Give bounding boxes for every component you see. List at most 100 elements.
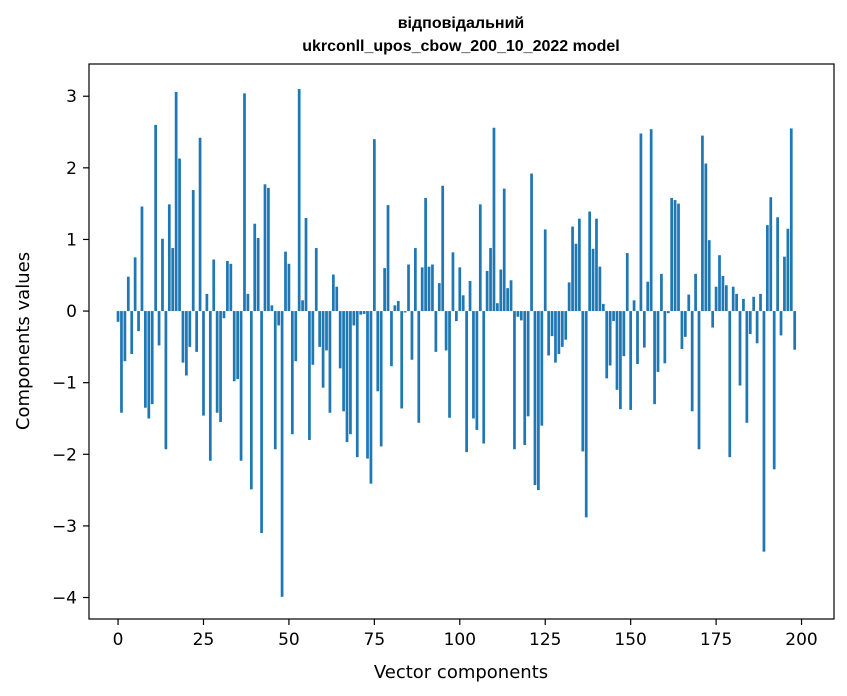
bar-component-34 [232, 311, 236, 382]
bar-component-91 [427, 266, 431, 312]
bar-component-51 [290, 311, 294, 435]
bar-component-42 [260, 311, 263, 534]
bar-component-94 [437, 283, 441, 312]
bar-component-144 [608, 311, 612, 366]
bar-component-44 [267, 187, 270, 312]
bar-component-107 [482, 311, 486, 444]
bar-component-30 [219, 311, 222, 423]
bar-component-192 [772, 311, 776, 470]
bar-component-112 [499, 269, 503, 312]
bar-component-64 [335, 286, 339, 312]
bar-component-164 [677, 203, 680, 312]
bar-component-117 [516, 311, 520, 317]
bar-component-92 [431, 264, 434, 312]
bar-component-127 [550, 311, 554, 337]
bar-component-93 [434, 311, 438, 352]
bar-component-105 [475, 311, 479, 430]
bar-component-149 [625, 253, 629, 312]
bar-component-160 [663, 311, 667, 364]
bar-component-72 [362, 311, 366, 314]
bar-component-66 [342, 311, 345, 412]
bar-component-108 [485, 270, 489, 312]
x-tick-label: 150 [614, 630, 646, 650]
bar-component-154 [642, 311, 646, 348]
bar-component-142 [601, 303, 605, 312]
bar-component-60 [321, 311, 325, 388]
bar-component-61 [325, 311, 328, 351]
bar-component-12 [157, 311, 161, 346]
bar-component-23 [195, 311, 199, 352]
bar-component-49 [284, 251, 287, 312]
bar-component-78 [383, 268, 386, 312]
bar-component-162 [670, 197, 674, 312]
bar-component-71 [359, 311, 363, 315]
bar-component-11 [154, 124, 157, 312]
y-tick-label: 2 [66, 159, 77, 179]
bar-component-172 [704, 163, 708, 312]
bar-component-68 [349, 311, 352, 435]
bar-component-116 [513, 311, 516, 450]
y-axis-ticks: −4 −3 −2 −1 0 1 2 3 [52, 87, 89, 609]
bar-component-26 [205, 293, 209, 312]
bar-component-35 [236, 311, 240, 380]
bar-component-58 [314, 248, 318, 312]
bar-component-111 [496, 303, 499, 312]
bar-component-81 [393, 305, 397, 312]
bar-component-57 [311, 311, 315, 365]
bar-component-141 [598, 266, 602, 312]
bar-component-86 [410, 311, 414, 360]
x-tick-label: 175 [700, 630, 732, 650]
y-tick-label: −4 [52, 589, 77, 609]
bar-component-28 [212, 259, 216, 312]
bar-component-166 [683, 311, 687, 337]
y-tick-label: −1 [52, 374, 77, 394]
bar-component-6 [137, 311, 140, 332]
bar-component-95 [441, 185, 445, 312]
bar-component-176 [718, 255, 721, 312]
y-tick-label: 1 [66, 230, 77, 250]
bar-component-158 [656, 311, 660, 372]
bar-component-171 [701, 135, 704, 312]
bar-component-45 [270, 305, 274, 312]
bar-component-99 [455, 311, 458, 322]
bar-component-168 [690, 311, 694, 412]
x-axis-ticks: 0 25 50 75 100 125 150 175 200 [113, 619, 818, 650]
bar-component-114 [506, 288, 509, 312]
x-tick-label: 0 [113, 630, 124, 650]
bar-component-1 [120, 311, 123, 413]
bar-component-137 [584, 311, 588, 518]
bar-component-132 [567, 282, 571, 312]
bar-component-187 [755, 311, 759, 344]
bar-component-22 [191, 190, 195, 312]
bar-component-185 [748, 311, 752, 334]
bar-component-62 [328, 311, 332, 413]
bar-component-146 [615, 311, 619, 390]
bar-component-145 [612, 311, 615, 322]
bar-component-18 [178, 158, 181, 312]
bar-component-138 [588, 211, 592, 312]
bar-component-156 [649, 129, 653, 312]
bar-component-198 [793, 311, 797, 350]
bar-component-55 [304, 217, 308, 312]
bar-component-33 [229, 263, 233, 312]
bar-component-40 [253, 223, 257, 312]
bar-component-104 [472, 311, 475, 419]
y-tick-label: 0 [66, 302, 77, 322]
bar-component-189 [762, 311, 766, 552]
bar-component-123 [537, 311, 540, 491]
bar-component-14 [164, 311, 168, 450]
bar-component-115 [509, 280, 513, 312]
bar-component-151 [632, 300, 636, 312]
bar-component-121 [530, 173, 533, 312]
bar-component-147 [619, 311, 622, 410]
bar-component-87 [414, 248, 417, 312]
bar-component-101 [461, 295, 465, 312]
bar-component-3 [126, 276, 130, 312]
bar-component-88 [417, 311, 421, 423]
bar-component-124 [540, 311, 544, 426]
bar-component-188 [759, 293, 762, 312]
bar-component-120 [526, 311, 530, 417]
bar-component-67 [345, 311, 349, 443]
bar-component-37 [243, 93, 246, 312]
